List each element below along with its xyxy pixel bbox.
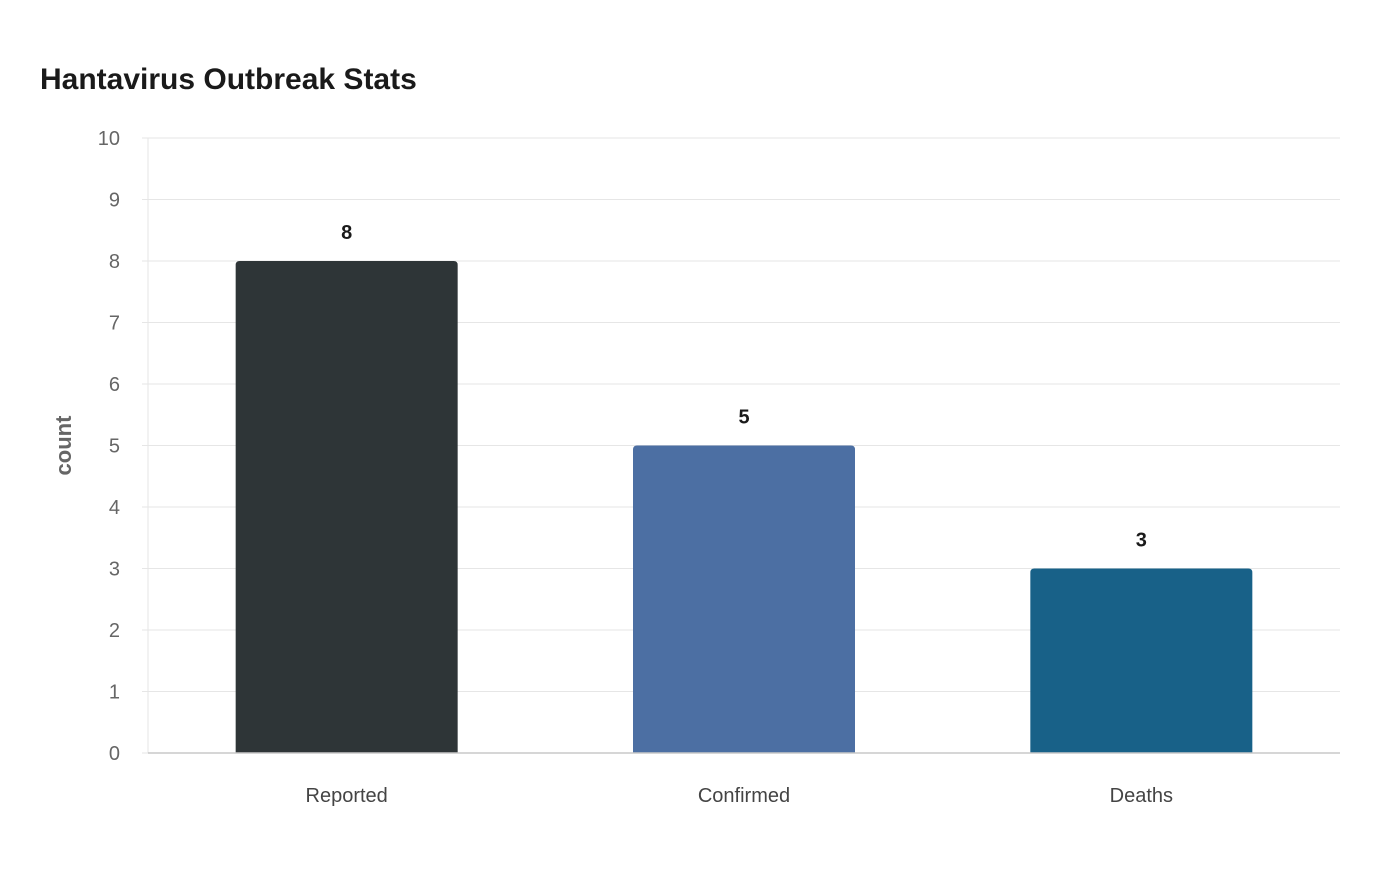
bar-reported (235, 261, 458, 753)
data-label: 3 (1136, 530, 1147, 552)
bar-deaths (1030, 568, 1253, 753)
y-tick-label: 5 (109, 436, 120, 458)
bars (235, 261, 1253, 753)
y-axis-label: count (51, 415, 76, 476)
data-labels: 8 5 3 (341, 222, 1147, 552)
y-tick-label: 3 (109, 559, 120, 581)
data-label: 8 (341, 222, 352, 244)
y-tick-label: 9 (109, 190, 120, 212)
y-tick-label: 10 (98, 128, 120, 150)
x-axis-ticks: Reported Confirmed Deaths (306, 785, 1173, 807)
x-tick-label: Confirmed (698, 785, 790, 807)
y-tick-label: 4 (109, 497, 120, 519)
y-tick-label: 1 (109, 682, 120, 704)
bar-confirmed (633, 445, 855, 753)
y-tick-label: 2 (109, 620, 120, 642)
x-tick-label: Deaths (1110, 785, 1173, 807)
chart-title: Hantavirus Outbreak Stats (40, 63, 417, 96)
y-axis-ticks: 0 1 2 3 4 5 6 7 8 9 10 (98, 128, 120, 765)
axes (147, 138, 1340, 754)
y-tick-label: 0 (109, 743, 120, 765)
y-tick-label: 6 (109, 374, 120, 396)
y-tick-label: 8 (109, 251, 120, 273)
data-label: 5 (738, 407, 749, 429)
y-tick-label: 7 (109, 313, 120, 335)
x-tick-label: Reported (306, 785, 388, 807)
